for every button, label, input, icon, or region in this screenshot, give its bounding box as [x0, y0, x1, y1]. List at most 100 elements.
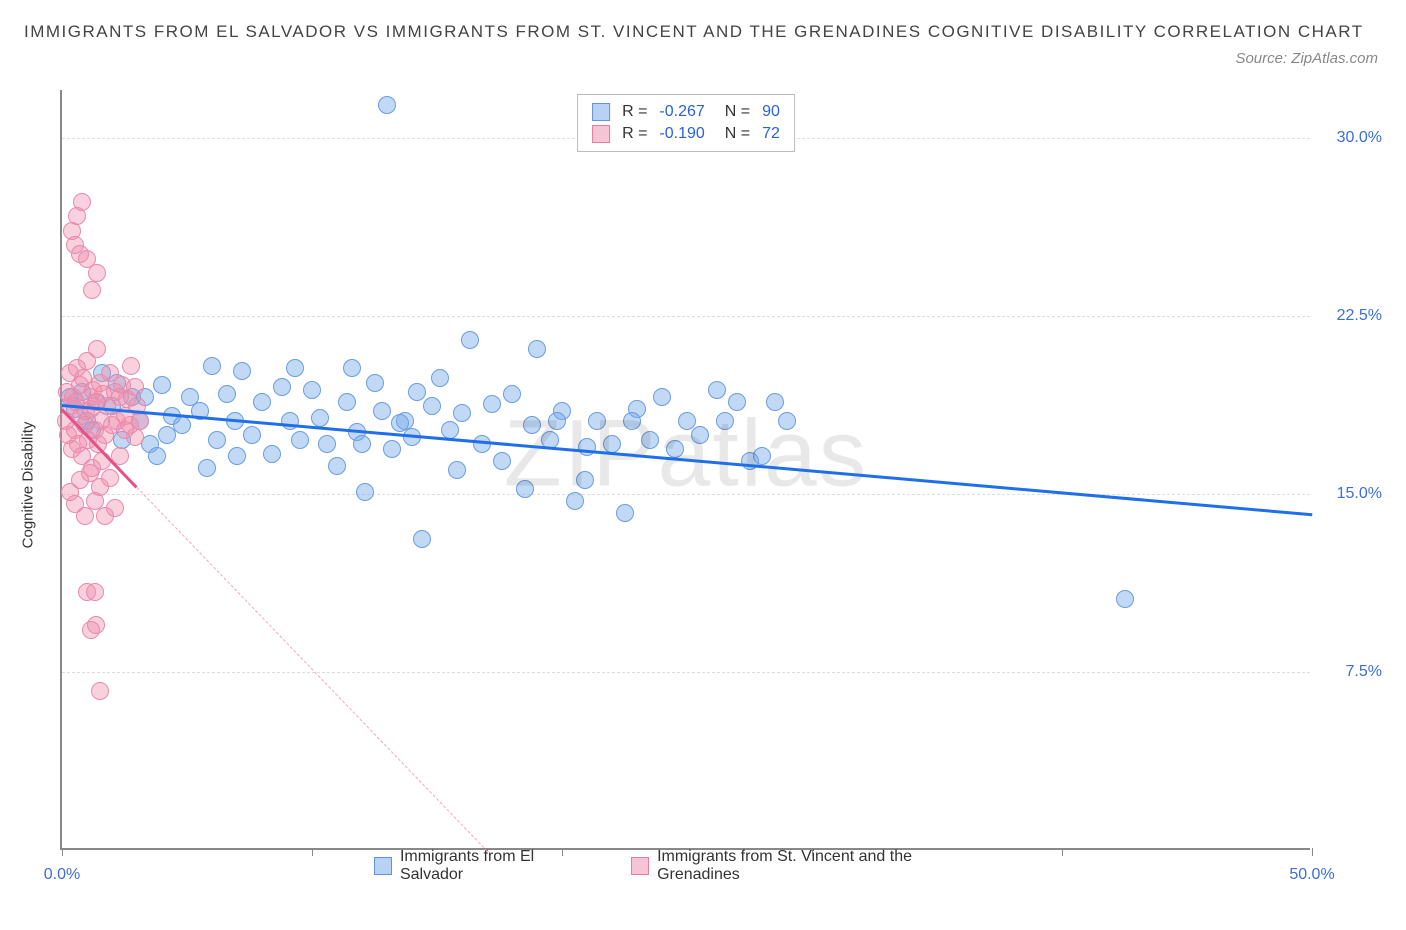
scatter-point	[708, 381, 726, 399]
scatter-point	[666, 440, 684, 458]
scatter-point	[408, 383, 426, 401]
scatter-point	[616, 504, 634, 522]
scatter-point	[413, 530, 431, 548]
scatter-point	[303, 381, 321, 399]
series-legend: Immigrants from El Salvador Immigrants fr…	[374, 848, 998, 884]
scatter-point	[453, 404, 471, 422]
trend-line-extrapolated	[137, 487, 488, 851]
scatter-point	[778, 412, 796, 430]
x-tick	[312, 848, 313, 856]
scatter-point	[431, 369, 449, 387]
scatter-point	[122, 357, 140, 375]
scatter-point	[311, 409, 329, 427]
scatter-point	[86, 583, 104, 601]
scatter-point	[83, 281, 101, 299]
scatter-point	[356, 483, 374, 501]
legend-swatch	[374, 857, 392, 875]
scatter-point	[373, 402, 391, 420]
scatter-point	[548, 412, 566, 430]
scatter-point	[208, 431, 226, 449]
scatter-point	[87, 616, 105, 634]
scatter-point	[228, 447, 246, 465]
series-legend-item: Immigrants from St. Vincent and the Gren…	[631, 848, 998, 884]
legend-n-value: 90	[762, 103, 780, 121]
correlation-legend: R = -0.267 N = 90 R = -0.190N = 72	[577, 94, 795, 152]
scatter-point	[338, 393, 356, 411]
scatter-point	[623, 412, 641, 430]
scatter-point	[423, 397, 441, 415]
legend-swatch	[631, 857, 649, 875]
scatter-point	[473, 435, 491, 453]
scatter-point	[318, 435, 336, 453]
scatter-point	[88, 340, 106, 358]
gridline	[62, 672, 1310, 673]
plot-area: ZIPatlas R = -0.267N = 90R = -0.190N = 7…	[60, 90, 1310, 850]
gridline	[62, 316, 1310, 317]
source-attribution: Source: ZipAtlas.com	[1235, 50, 1378, 67]
y-axis-label: Cognitive Disability	[20, 422, 37, 549]
scatter-point	[516, 480, 534, 498]
scatter-point	[88, 264, 106, 282]
y-tick-label: 22.5%	[1337, 307, 1382, 325]
scatter-point	[148, 447, 166, 465]
scatter-point	[493, 452, 511, 470]
legend-n-value: 72	[762, 125, 780, 143]
scatter-point	[366, 374, 384, 392]
gridline	[62, 494, 1310, 495]
scatter-point	[153, 376, 171, 394]
scatter-point	[106, 499, 124, 517]
x-tick-label: 50.0%	[1289, 866, 1334, 884]
scatter-point	[343, 359, 361, 377]
series-legend-label: Immigrants from St. Vincent and the Gren…	[657, 848, 998, 884]
scatter-point	[263, 445, 281, 463]
y-tick-label: 30.0%	[1337, 129, 1382, 147]
scatter-point	[766, 393, 784, 411]
scatter-point	[253, 393, 271, 411]
scatter-point	[273, 378, 291, 396]
scatter-point	[383, 440, 401, 458]
scatter-point	[158, 426, 176, 444]
scatter-point	[528, 340, 546, 358]
legend-r-value: -0.267	[659, 103, 704, 121]
scatter-point	[566, 492, 584, 510]
scatter-point	[73, 193, 91, 211]
series-legend-item: Immigrants from El Salvador	[374, 848, 601, 884]
x-tick	[812, 848, 813, 856]
legend-swatch	[592, 103, 610, 121]
scatter-point	[691, 426, 709, 444]
x-tick	[62, 848, 63, 856]
scatter-point	[716, 412, 734, 430]
legend-r-label: R =	[622, 103, 647, 121]
series-legend-label: Immigrants from El Salvador	[400, 848, 601, 884]
x-tick	[1062, 848, 1063, 856]
scatter-point	[286, 359, 304, 377]
scatter-point	[448, 461, 466, 479]
x-tick	[1312, 848, 1313, 856]
legend-swatch	[592, 125, 610, 143]
scatter-point	[1116, 590, 1134, 608]
scatter-point	[503, 385, 521, 403]
chart-title: IMMIGRANTS FROM EL SALVADOR VS IMMIGRANT…	[24, 16, 1382, 48]
scatter-point	[291, 431, 309, 449]
scatter-point	[391, 414, 409, 432]
scatter-point	[203, 357, 221, 375]
legend-n-label: N =	[725, 103, 750, 121]
scatter-point	[198, 459, 216, 477]
scatter-point	[126, 378, 144, 396]
scatter-point	[243, 426, 261, 444]
chart-container: Cognitive Disability ZIPatlas R = -0.267…	[24, 90, 1382, 880]
scatter-point	[576, 471, 594, 489]
scatter-point	[91, 682, 109, 700]
scatter-point	[483, 395, 501, 413]
scatter-point	[218, 385, 236, 403]
scatter-point	[353, 435, 371, 453]
scatter-point	[523, 416, 541, 434]
legend-n-label: N =	[725, 125, 750, 143]
scatter-point	[233, 362, 251, 380]
x-tick	[562, 848, 563, 856]
scatter-point	[101, 469, 119, 487]
scatter-point	[378, 96, 396, 114]
scatter-point	[328, 457, 346, 475]
legend-r-label: R =	[622, 125, 647, 143]
legend-row: R = -0.190N = 72	[592, 123, 780, 145]
